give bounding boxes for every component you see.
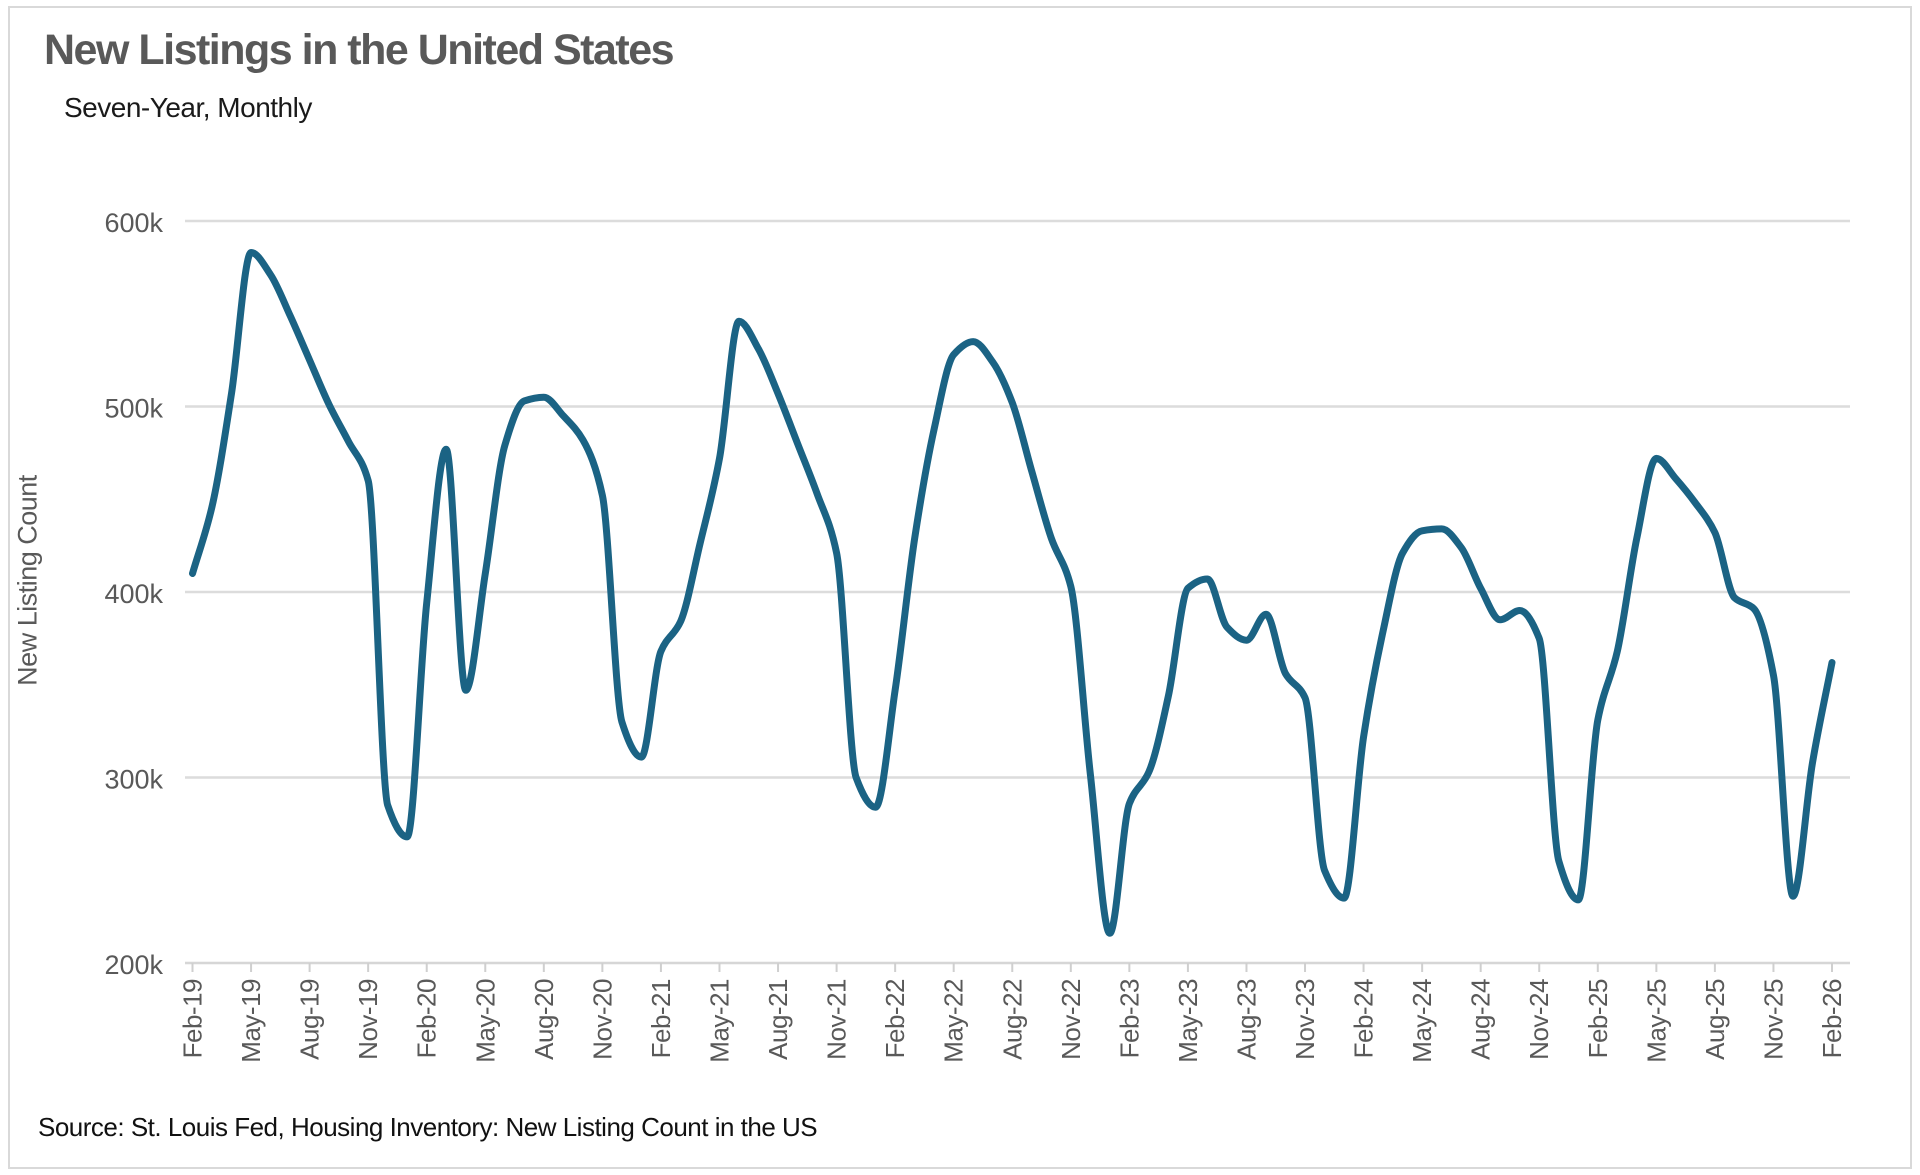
x-tick-label: Feb-25 [1583,979,1613,1058]
source-note: Source: St. Louis Fed, Housing Inventory… [38,1112,818,1142]
x-tick-label: Aug-21 [763,979,793,1060]
y-tick-label: 400k [104,579,163,609]
x-tick-label: Aug-24 [1466,979,1496,1060]
x-tick-label: Aug-19 [295,979,325,1060]
x-tick-label: May-24 [1407,979,1437,1063]
x-tick-label: Nov-20 [587,979,617,1060]
x-tick-label: May-22 [939,979,969,1063]
x-tick-label: Feb-24 [1349,979,1379,1058]
y-tick-label: 300k [104,765,163,795]
x-tick-label: Aug-20 [529,979,559,1060]
x-tick-label: May-25 [1641,979,1671,1063]
x-tick-label: Nov-24 [1524,979,1554,1060]
x-tick-label: Nov-22 [1056,979,1086,1060]
x-tick-label: Nov-25 [1758,979,1788,1060]
chart-title: New Listings in the United States [44,26,675,74]
chart-subtitle: Seven-Year, Monthly [64,92,312,123]
x-tick-label: Aug-25 [1700,979,1730,1060]
x-tick-label: Feb-23 [1114,979,1144,1058]
page-border-frame [8,6,1912,1169]
data-line-series [189,249,1836,937]
x-tick-label: Feb-21 [646,979,676,1058]
x-tick-label: Aug-22 [997,979,1027,1060]
x-tick-label: May-20 [470,979,500,1063]
x-tick-label: Feb-19 [178,979,208,1058]
y-tick-label: 200k [104,950,163,980]
x-tick-label: May-23 [1173,979,1203,1063]
x-tick-label: Nov-19 [353,979,383,1060]
x-tick-label: May-19 [236,979,266,1063]
x-tick-label: Feb-20 [412,979,442,1058]
x-tick-label: Nov-23 [1290,979,1320,1060]
y-tick-label: 600k [104,208,163,238]
x-tick-label: Nov-21 [822,979,852,1060]
y-tick-label: 500k [104,394,163,424]
x-tick-label: Aug-23 [1231,979,1261,1060]
x-tick-label: Feb-26 [1817,979,1847,1058]
x-tick-label: May-21 [704,979,734,1063]
x-tick-label: Feb-22 [880,979,910,1058]
